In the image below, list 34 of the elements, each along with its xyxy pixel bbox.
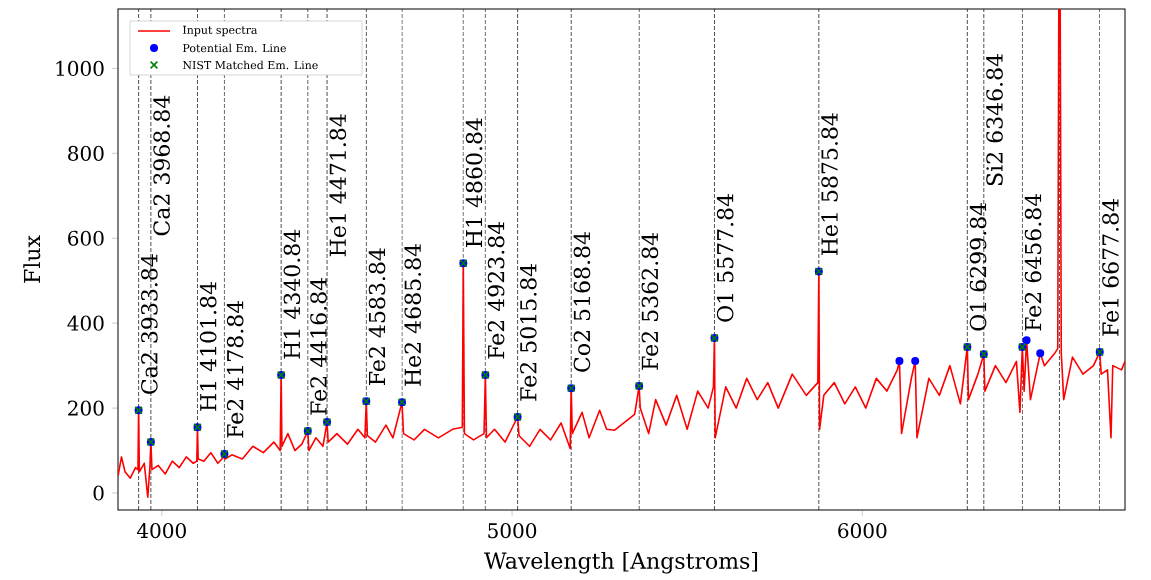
- y-tick-label: 0: [93, 485, 104, 501]
- ref-line-label: H1 4860.84: [465, 118, 483, 247]
- x-tick-label: 4000: [136, 522, 186, 539]
- legend-label: Potential Em. Line: [183, 43, 286, 53]
- y-tick-label: 1000: [56, 60, 104, 76]
- y-axis-title: Flux: [23, 235, 41, 283]
- x-tick-label: 5000: [488, 522, 537, 539]
- x-tick-label: 6000: [838, 522, 887, 539]
- ref-line-label: Ca2 3933.84: [141, 254, 158, 394]
- ref-line-label: Fe2 6456.84: [1024, 193, 1042, 331]
- ref-line-label: H1 4340.84: [283, 229, 301, 359]
- y-tick-label: 600: [68, 230, 104, 246]
- ref-line-label: Fe1 6677.84: [1102, 198, 1119, 336]
- ref-line-label: Fe2 5015.84: [520, 263, 537, 401]
- legend-label: NIST Matched Em. Line: [182, 60, 318, 70]
- ref-line-label: Fe2 5362.84: [641, 232, 659, 370]
- ref-line-label: Ca2 3968.84: [153, 95, 170, 236]
- ref-line-label: He2 4685.84: [404, 243, 422, 386]
- ref-line-label: Fe2 4923.84: [487, 221, 505, 359]
- x-axis-title: Wavelength [Angstroms]: [484, 551, 758, 574]
- ref-line-label: O1 6299.84: [969, 202, 987, 331]
- ref-line-label: O1 5577.84: [716, 193, 734, 322]
- ref-line-label: Fe2 4416.84: [310, 277, 327, 415]
- ref-line-label: Fe2 4178.84: [226, 300, 244, 438]
- y-tick-label: 200: [68, 400, 104, 416]
- y-tick-label: 800: [68, 145, 104, 161]
- ref-line-label: H1 4101.84: [199, 281, 217, 411]
- ref-line-label: He1 5875.84: [821, 113, 838, 255]
- ref-line-label: Si2 6346.84: [986, 53, 1003, 185]
- ref-line-label: He1 4471.84: [329, 114, 347, 257]
- legend-label: Input spectra: [183, 25, 258, 37]
- ref-line-label: Co2 5168.84: [573, 232, 591, 372]
- y-tick-label: 400: [67, 315, 104, 331]
- ref-line-label: Fe2 4583.84: [368, 248, 386, 385]
